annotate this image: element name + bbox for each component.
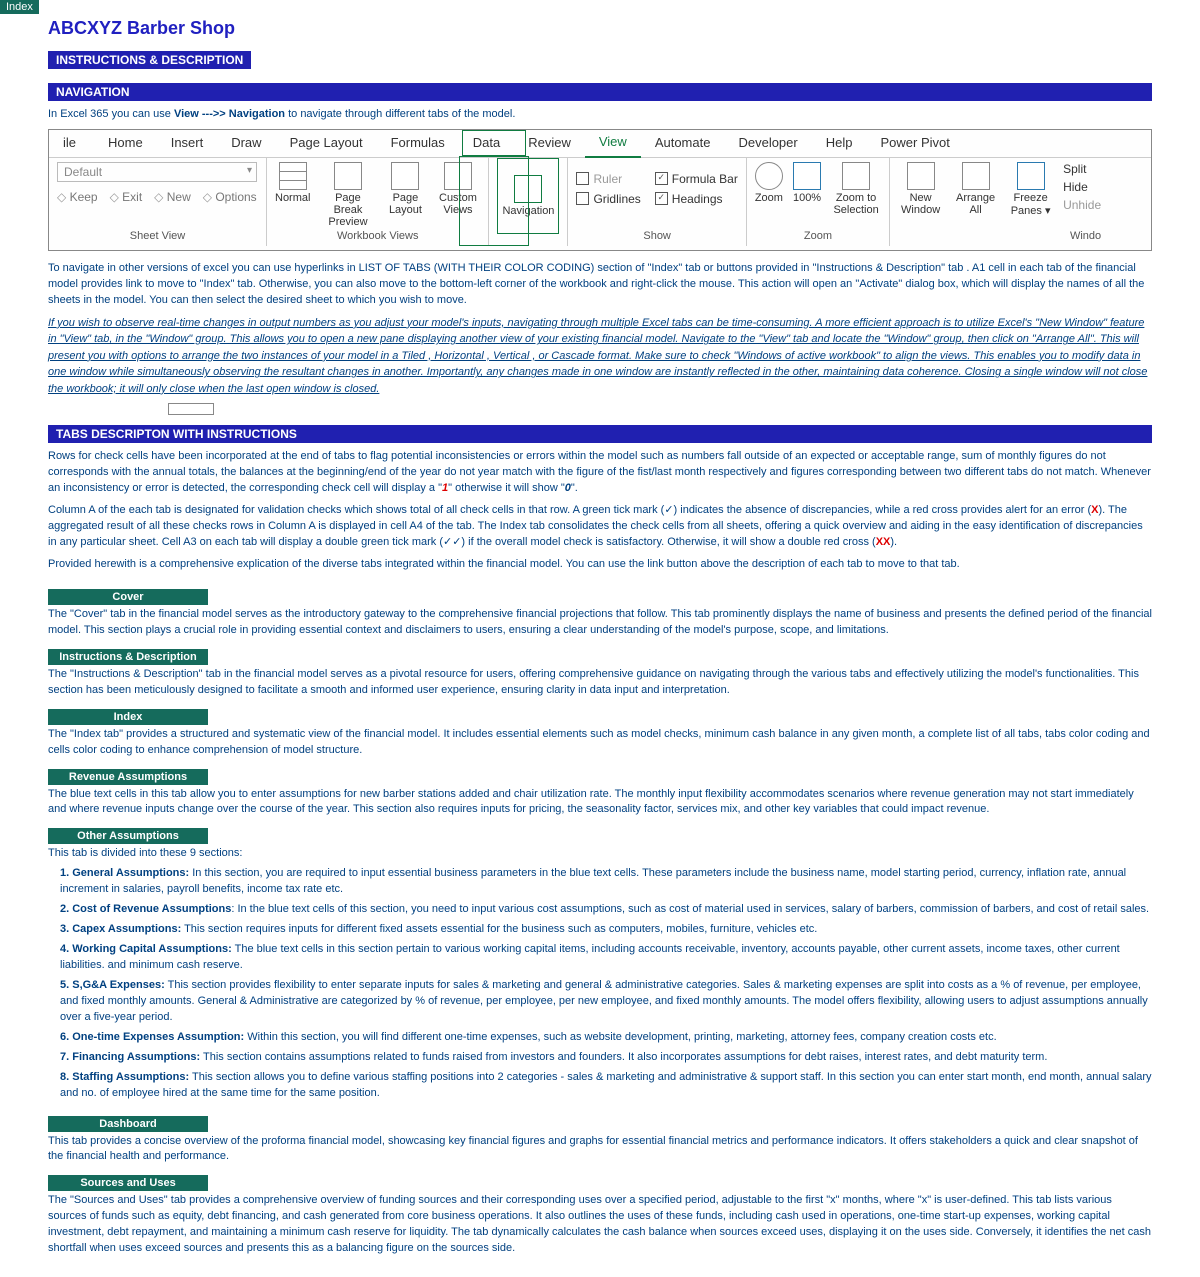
chk-ruler[interactable]: Ruler	[576, 172, 640, 186]
list-item: 1. General Assumptions: In this section,…	[60, 866, 1152, 898]
btn-other[interactable]: Other Assumptions	[48, 828, 208, 844]
tab-insert[interactable]: Insert	[157, 129, 218, 157]
nav-para3: If you wish to observe real-time changes…	[48, 315, 1152, 398]
tab-powerpivot[interactable]: Power Pivot	[866, 129, 963, 157]
list-item: 2. Cost of Revenue Assumptions: In the b…	[60, 902, 1152, 918]
excel-ribbon: ile Home Insert Draw Page Layout Formula…	[48, 129, 1152, 251]
grp-zoom: Zoom	[755, 228, 881, 246]
desc-cover: The "Cover" tab in the financial model s…	[48, 607, 1152, 639]
t: View --->> Navigation	[174, 108, 285, 120]
lbl: 100%	[793, 192, 821, 204]
arrange-all[interactable]: Arrange All	[953, 162, 998, 216]
desc-revenue: The blue text cells in this tab allow yo…	[48, 787, 1152, 819]
sheetview-default[interactable]: Default	[57, 162, 257, 182]
tab-review[interactable]: Review	[514, 129, 585, 157]
tab-developer[interactable]: Developer	[724, 129, 811, 157]
list-item: 7. Financing Assumptions: This section c…	[60, 1050, 1152, 1066]
t: to navigate through different tabs of th…	[285, 108, 515, 120]
desc-other-intro: This tab is divided into these 9 section…	[48, 846, 1152, 862]
wb-customviews[interactable]: Custom Views	[435, 162, 480, 216]
company-title: ABCXYZ Barber Shop	[48, 18, 1152, 39]
lbl: Arrange All	[953, 192, 998, 216]
xx-icon: XX	[876, 536, 891, 548]
chk-headings[interactable]: Headings	[655, 192, 738, 206]
t: ).	[890, 536, 897, 548]
lbl: Freeze Panes ▾	[1008, 192, 1053, 217]
sv-keep[interactable]: Keep	[57, 190, 98, 204]
t: ".	[571, 482, 578, 494]
lbl: Navigation	[502, 205, 554, 217]
checks-para1: Rows for check cells have been incorpora…	[48, 449, 1152, 497]
list-item: 3. Capex Assumptions: This section requi…	[60, 922, 1152, 938]
header-tabsdesc: TABS DESCRIPTON WITH INSTRUCTIONS	[48, 425, 1152, 443]
grp-window: Windo	[898, 228, 1101, 246]
new-window[interactable]: New Window	[898, 162, 943, 216]
lbl: New Window	[898, 192, 943, 216]
ribbon-tabs: ile Home Insert Draw Page Layout Formula…	[49, 130, 1151, 158]
chk-gridlines[interactable]: Gridlines	[576, 192, 640, 206]
tab-pagelayout[interactable]: Page Layout	[276, 129, 377, 157]
hide[interactable]: Hide	[1063, 180, 1101, 194]
desc-sources: The "Sources and Uses" tab provides a co…	[48, 1193, 1152, 1257]
lbl: Normal	[275, 192, 310, 204]
checks-para3: Provided herewith is a comprehensive exp…	[48, 557, 1152, 573]
t: In Excel 365 you can use	[48, 108, 174, 120]
zoom-100[interactable]: 100%	[793, 162, 821, 204]
btn-cover[interactable]: Cover	[48, 589, 208, 605]
tab-automate[interactable]: Automate	[641, 129, 725, 157]
sv-new[interactable]: New	[154, 190, 191, 204]
grp-sheetview: Sheet View	[57, 228, 258, 246]
split[interactable]: Split	[1063, 162, 1101, 176]
empty-cell	[168, 403, 214, 415]
header-navigation: NAVIGATION	[48, 83, 1152, 101]
unhide[interactable]: Unhide	[1063, 198, 1101, 212]
tab-data[interactable]: Data	[459, 129, 514, 157]
lbl: Custom Views	[435, 192, 480, 216]
other-sections-list: 1. General Assumptions: In this section,…	[60, 866, 1152, 1101]
desc-dashboard: This tab provides a concise overview of …	[48, 1134, 1152, 1166]
zoom[interactable]: Zoom	[755, 162, 783, 204]
wb-pagebreak[interactable]: Page Break Preview	[320, 162, 375, 228]
header-instructions: INSTRUCTIONS & DESCRIPTION	[48, 51, 251, 69]
list-item: 5. S,G&A Expenses: This section provides…	[60, 978, 1152, 1026]
tab-draw[interactable]: Draw	[217, 129, 275, 157]
grp-wb: Workbook Views	[275, 228, 480, 246]
navigation-button[interactable]: Navigation	[497, 158, 559, 234]
tab-home[interactable]: Home	[94, 129, 157, 157]
lbl: Zoom to Selection	[831, 192, 881, 216]
list-item: 8. Staffing Assumptions: This section al…	[60, 1070, 1152, 1102]
btn-revenue[interactable]: Revenue Assumptions	[48, 769, 208, 785]
lbl: Page Break Preview	[320, 192, 375, 228]
sv-options[interactable]: Options	[203, 190, 257, 204]
desc-index: The "Index tab" provides a structured an…	[48, 727, 1152, 759]
chk-formulabar[interactable]: Formula Bar	[655, 172, 738, 186]
lbl: Page Layout	[385, 192, 425, 216]
wb-pagelayout[interactable]: Page Layout	[385, 162, 425, 216]
desc-instrdesc: The "Instructions & Description" tab in …	[48, 667, 1152, 699]
grp-show: Show	[576, 228, 737, 246]
tab-formulas[interactable]: Formulas	[377, 129, 459, 157]
t: Rows for check cells have been incorpora…	[48, 450, 1151, 494]
nav-intro: In Excel 365 you can use View --->> Navi…	[48, 107, 1152, 123]
index-badge[interactable]: Index	[0, 0, 39, 14]
btn-index[interactable]: Index	[48, 709, 208, 725]
freeze-panes[interactable]: Freeze Panes ▾	[1008, 162, 1053, 217]
tab-file[interactable]: ile	[49, 129, 94, 157]
zoom-selection[interactable]: Zoom to Selection	[831, 162, 881, 216]
btn-dashboard[interactable]: Dashboard	[48, 1116, 208, 1132]
t: " otherwise it will show "	[448, 482, 565, 494]
checks-para2: Column A of the each tab is designated f…	[48, 503, 1152, 551]
list-item: 6. One-time Expenses Assumption: Within …	[60, 1030, 1152, 1046]
t: Column A of the each tab is designated f…	[48, 504, 1091, 516]
list-item: 4. Working Capital Assumptions: The blue…	[60, 942, 1152, 974]
sv-exit[interactable]: Exit	[110, 190, 143, 204]
btn-instrdesc[interactable]: Instructions & Description	[48, 649, 208, 665]
tab-view[interactable]: View	[585, 128, 641, 158]
btn-sources[interactable]: Sources and Uses	[48, 1175, 208, 1191]
lbl: Zoom	[755, 192, 783, 204]
tab-help[interactable]: Help	[812, 129, 867, 157]
nav-para2: To navigate in other versions of excel y…	[48, 261, 1152, 309]
wb-normal[interactable]: Normal	[275, 162, 310, 204]
